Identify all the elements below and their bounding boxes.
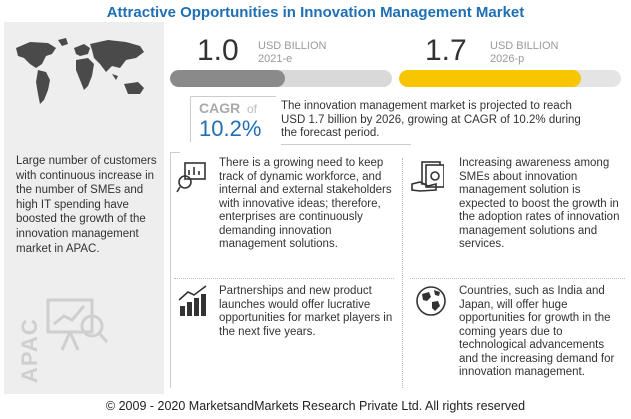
world-map-icon — [16, 38, 144, 104]
infographic-title: Attractive Opportunities in Innovation M… — [106, 4, 525, 21]
opportunity-3: Partnerships and new product launches wo… — [219, 285, 393, 338]
market-bar-2026-fill — [399, 70, 582, 87]
globe-icon — [416, 286, 446, 316]
divider — [174, 278, 394, 279]
opportunity-4: Countries, such as India and Japan, will… — [459, 285, 615, 378]
left-panel: Large number of customers with continuou… — [4, 22, 164, 394]
copyright-footer: © 2009 - 2020 MarketsandMarkets Research… — [105, 399, 526, 413]
apac-region-label: APAC — [17, 318, 42, 383]
workforce-tracking-icon — [176, 162, 206, 193]
market-bar-2026 — [399, 70, 621, 87]
market-value-2021: 1.0 — [197, 34, 239, 67]
divider — [410, 278, 625, 279]
growth-chart-icon — [178, 285, 207, 316]
apac-description: Large number of customers with continuou… — [16, 155, 157, 255]
market-bar-2021-fill — [170, 70, 286, 87]
market-value-2026: 1.7 — [425, 34, 467, 67]
divider — [402, 158, 403, 388]
market-unit-2021: USD BILLION 2021-e — [258, 40, 327, 65]
market-bar-2021 — [170, 70, 392, 87]
cagr-of: of — [247, 102, 258, 116]
market-unit-2026: USD BILLION 2026-p — [490, 40, 559, 65]
analytics-board-icon — [46, 298, 109, 351]
cagr-value: 10.2% — [199, 116, 262, 141]
cagr-description: The innovation management market is proj… — [281, 100, 581, 139]
divider — [281, 144, 411, 145]
opportunity-1: There is a growing need to keep track of… — [219, 157, 392, 250]
cagr-bracket — [190, 96, 276, 142]
cagr-label: CAGR — [199, 100, 241, 116]
money-hand-icon — [411, 161, 444, 192]
divider — [170, 152, 180, 388]
opportunity-2: Increasing awareness among SMEs about in… — [459, 157, 620, 250]
